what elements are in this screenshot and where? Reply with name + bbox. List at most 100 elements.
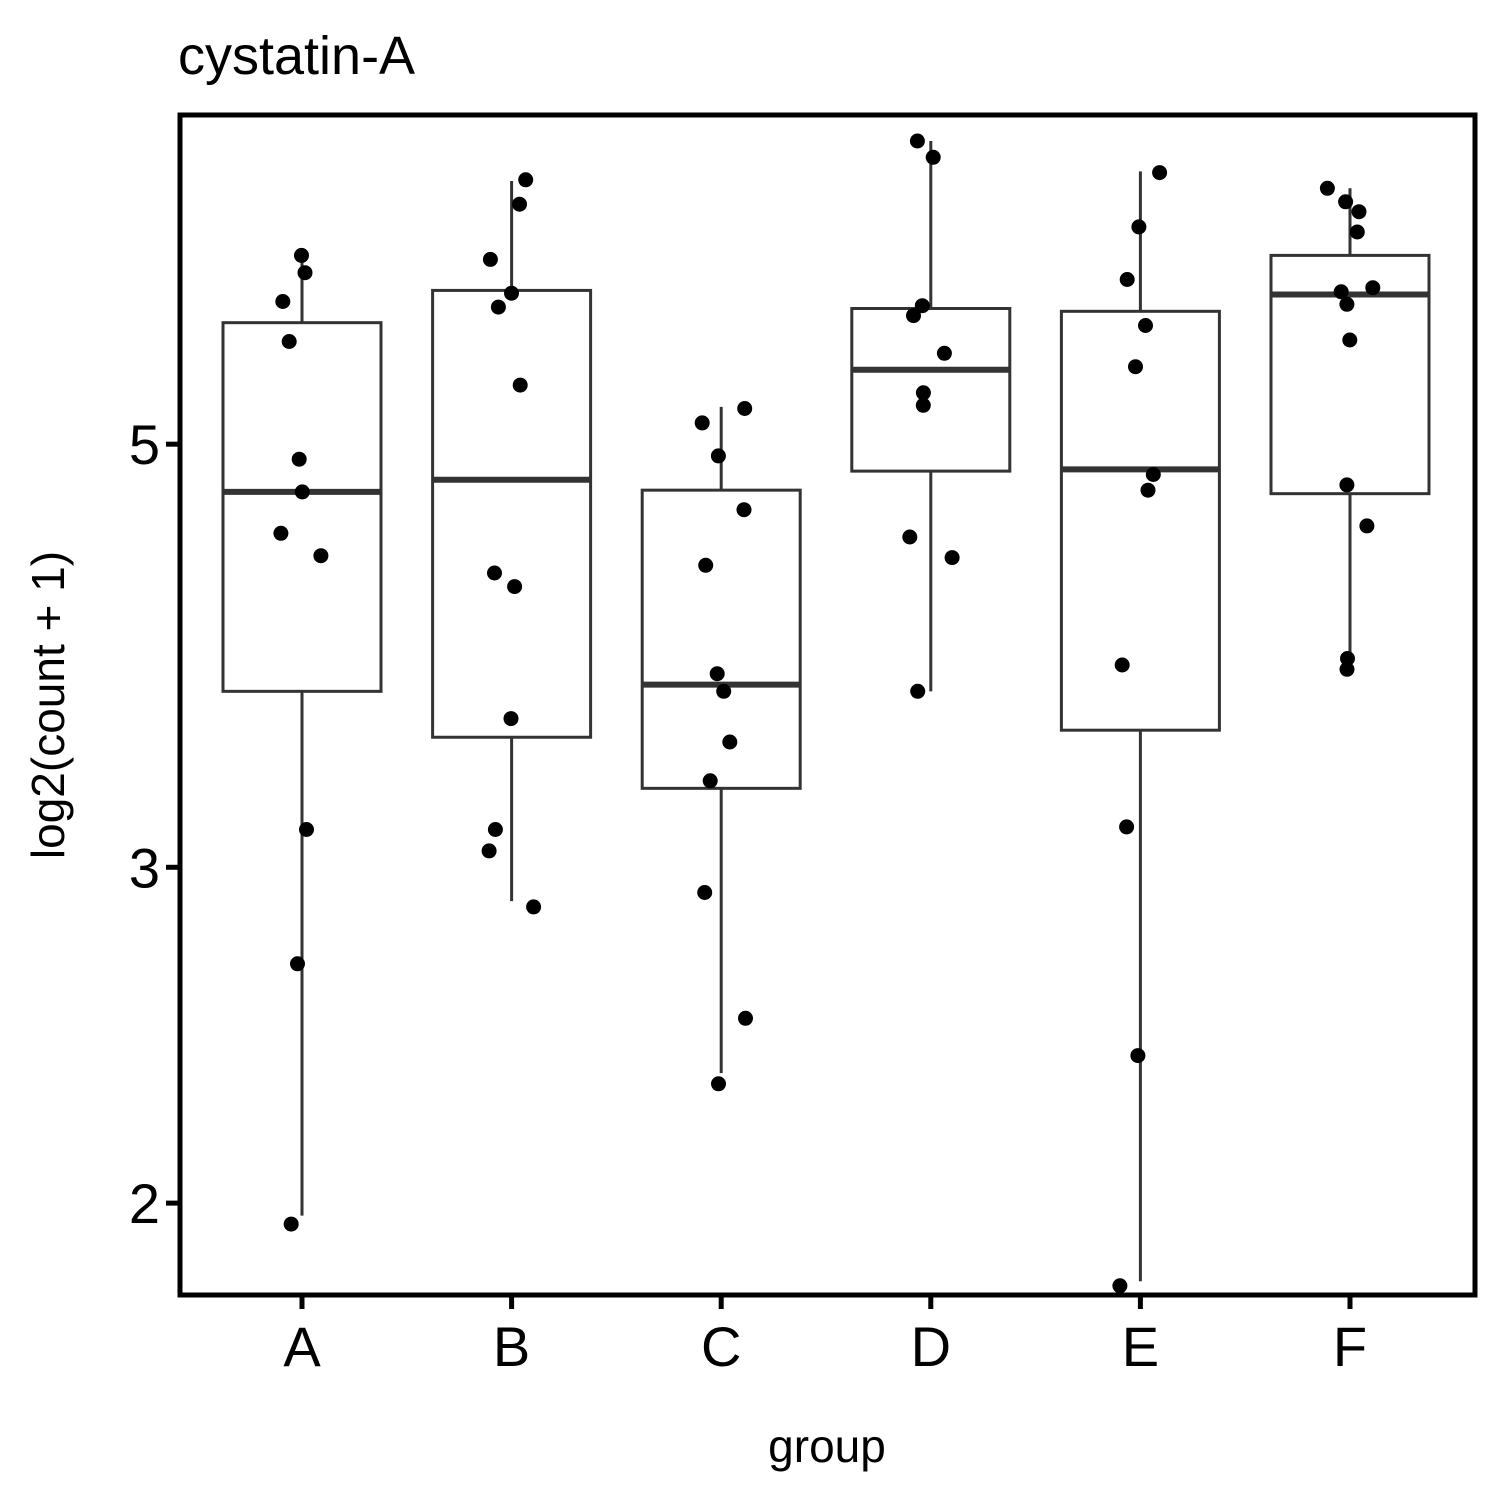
- data-point: [275, 294, 291, 309]
- data-point: [273, 525, 289, 541]
- data-point: [482, 251, 498, 267]
- chart-title: cystatin-A: [178, 26, 415, 86]
- data-point: [915, 385, 931, 401]
- x-axis-label: group: [768, 1420, 886, 1472]
- data-point: [512, 377, 528, 393]
- data-point: [1119, 819, 1135, 835]
- data-point: [512, 196, 527, 212]
- data-point: [698, 557, 714, 573]
- data-point: [697, 885, 713, 900]
- x-tick-label-B: B: [493, 1315, 530, 1378]
- data-point: [283, 1216, 299, 1232]
- data-point: [1338, 194, 1354, 210]
- data-point: [313, 548, 329, 564]
- box: [1059, 309, 1221, 732]
- data-point: [1339, 296, 1355, 312]
- data-point: [694, 415, 710, 431]
- data-point: [294, 484, 310, 500]
- data-point: [738, 1010, 753, 1026]
- data-point: [299, 822, 314, 837]
- data-point: [909, 133, 925, 149]
- box-group-A: [221, 256, 383, 1216]
- data-point: [910, 683, 926, 699]
- box-group-F: [1269, 188, 1431, 665]
- y-tick-label-3: 3: [129, 836, 160, 899]
- x-tick-label-E: E: [1122, 1315, 1159, 1378]
- data-point: [1349, 224, 1365, 240]
- plot-panel-border: [177, 112, 1478, 1298]
- data-point: [1319, 180, 1335, 196]
- data-point: [736, 502, 752, 518]
- data-point: [1145, 467, 1161, 482]
- box-group-C: [640, 406, 802, 1074]
- box-group-D: [850, 141, 1012, 692]
- data-point: [297, 265, 313, 281]
- data-point: [1130, 1048, 1146, 1064]
- data-point: [291, 451, 307, 467]
- box: [850, 306, 1012, 473]
- data-point: [737, 401, 753, 416]
- data-point: [914, 298, 930, 314]
- data-point: [294, 247, 309, 263]
- data-point: [1152, 165, 1168, 181]
- y-tick-label-5: 5: [129, 413, 160, 476]
- data-point: [481, 843, 497, 859]
- x-tick-label-C: C: [701, 1315, 741, 1378]
- data-point: [1119, 272, 1135, 287]
- x-tick-label-A: A: [283, 1315, 321, 1378]
- data-point: [1128, 359, 1143, 375]
- data-point: [1114, 657, 1130, 673]
- data-point: [1339, 477, 1355, 493]
- points-B: [481, 172, 542, 915]
- data-point: [1333, 284, 1349, 300]
- data-point: [1131, 219, 1147, 235]
- data-point: [711, 1076, 726, 1092]
- points-A: [273, 247, 329, 1232]
- x-axis: A B C D E F: [283, 1295, 1367, 1378]
- data-point: [1359, 518, 1375, 534]
- data-point: [1339, 661, 1355, 677]
- data-point: [709, 666, 725, 682]
- box-group-E: [1059, 171, 1221, 1282]
- y-axis: 2 3 5: [129, 413, 180, 1235]
- data-point: [925, 149, 941, 165]
- data-point: [504, 285, 519, 301]
- data-point: [518, 172, 534, 188]
- data-point: [902, 529, 918, 545]
- data-point: [906, 308, 921, 324]
- data-point: [487, 565, 502, 581]
- points-C: [694, 401, 753, 1092]
- data-point: [1351, 204, 1367, 220]
- y-axis-label: log2(count + 1): [22, 551, 74, 859]
- data-point: [722, 734, 738, 750]
- box: [1269, 253, 1431, 496]
- data-point: [1140, 482, 1156, 498]
- data-point: [503, 711, 519, 727]
- data-point: [915, 397, 931, 413]
- x-tick-label-D: D: [911, 1315, 951, 1378]
- data-point: [936, 345, 952, 361]
- data-point: [1112, 1278, 1128, 1294]
- data-point: [507, 579, 523, 595]
- box-group-B: [431, 181, 593, 902]
- points-E: [1112, 165, 1168, 1294]
- data-point: [490, 299, 506, 315]
- data-point: [1340, 651, 1355, 666]
- data-point: [716, 683, 732, 699]
- box: [431, 288, 593, 739]
- data-point: [702, 773, 718, 789]
- data-point: [281, 334, 297, 349]
- box: [640, 488, 802, 790]
- y-tick-label-2: 2: [129, 1172, 160, 1235]
- data-point: [1342, 332, 1358, 348]
- data-point: [290, 956, 305, 972]
- data-point: [487, 822, 503, 837]
- plot-marks: [221, 133, 1431, 1294]
- box: [221, 321, 383, 693]
- data-point: [944, 550, 960, 566]
- points-D: [902, 133, 960, 699]
- data-point: [1365, 280, 1381, 296]
- data-point: [710, 448, 726, 464]
- x-tick-label-F: F: [1333, 1315, 1367, 1378]
